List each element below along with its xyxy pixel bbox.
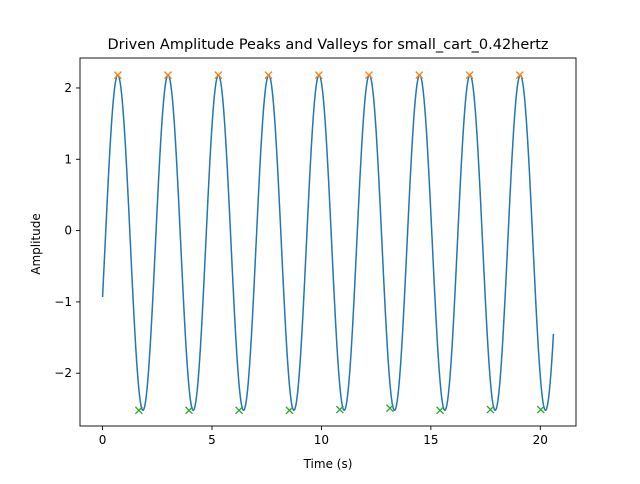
y-tick-label-1: −2 [54,366,72,380]
peak-marker-3 [214,71,223,80]
peak-marker-5 [314,71,323,80]
y-tick-label-3: 0 [64,224,72,238]
x-axis-label: Time (s) [303,457,353,471]
y-tick-label-5: 2 [64,81,72,95]
valley-marker-1 [134,406,143,415]
peak-marker-1 [113,71,122,80]
x-tick-label-1: 0 [99,433,107,447]
valley-marker-5 [335,405,344,414]
signal-line [101,74,555,412]
peak-marker-2 [164,71,172,80]
valley-marker-6 [385,404,394,413]
valley-marker-7 [436,406,445,415]
x-tick-label-3: 10 [314,433,329,447]
y-axis-label: Amplitude [29,213,43,275]
valley-marker-3 [235,406,244,415]
axes-layer: 0 5 10 15 20 −2 −1 0 1 2 [54,57,577,447]
x-tick-label-4: 15 [423,433,438,447]
axes-frame [79,57,577,427]
valley-marker-4 [285,406,294,415]
peak-marker-6 [364,71,373,80]
x-tick-label-2: 5 [208,433,216,447]
valley-marker-2 [185,406,193,415]
x-tick-label-5: 20 [533,433,548,447]
peak-marker-4 [264,71,273,80]
chart-title: Driven Amplitude Peaks and Valleys for s… [107,37,548,53]
peak-marker-8 [465,71,474,80]
peak-marker-9 [515,71,524,80]
y-tick-label-4: 1 [64,152,72,166]
valley-marker-8 [486,405,495,414]
plot-layer [101,71,555,415]
peak-marker-7 [415,71,424,80]
y-tick-label-2: −1 [54,295,72,309]
valley-marker-9 [536,405,545,414]
